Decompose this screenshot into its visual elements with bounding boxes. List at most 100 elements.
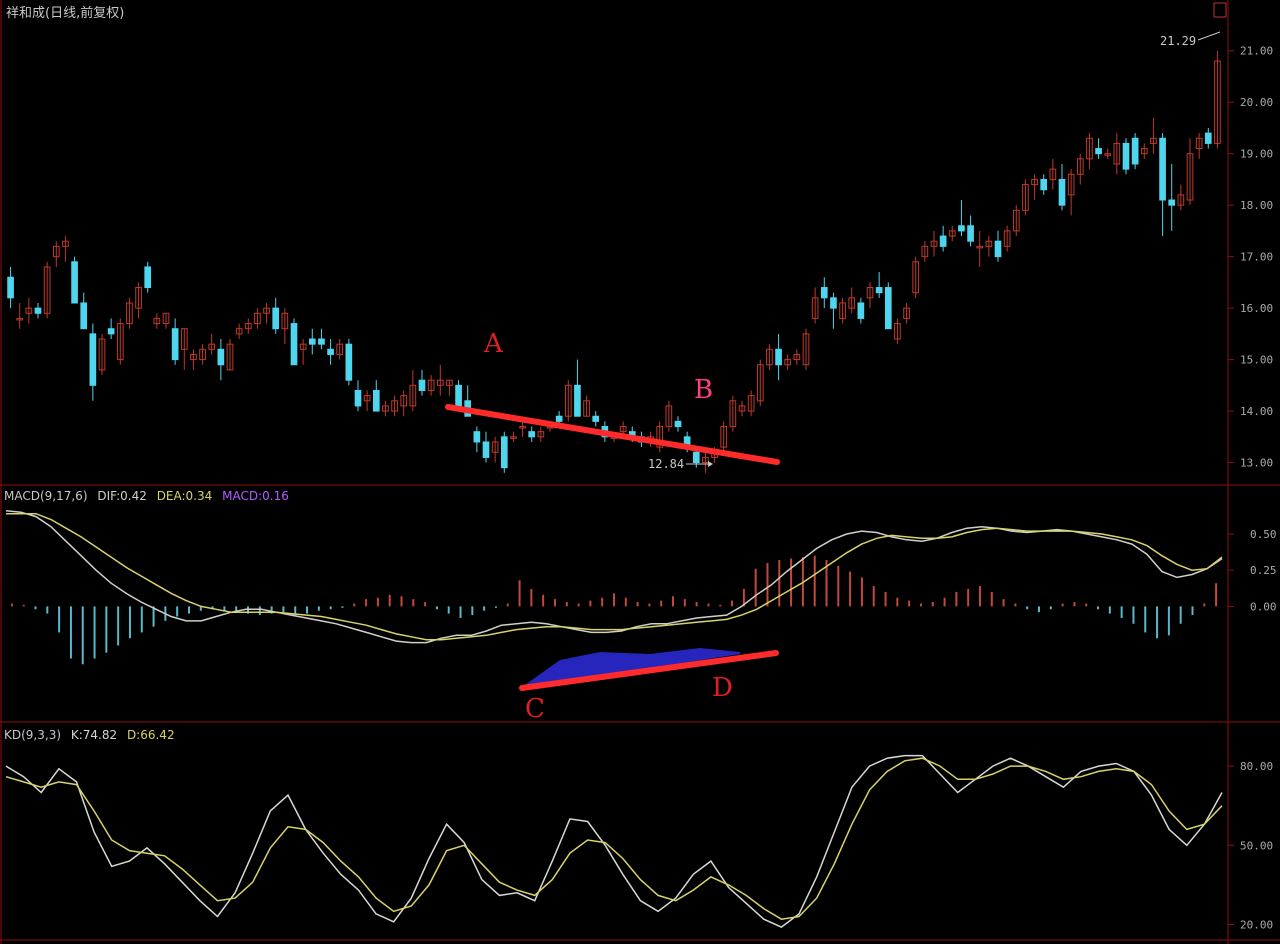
candle-body: [720, 426, 728, 448]
candle-body: [528, 431, 536, 438]
candle-body: [875, 287, 883, 294]
candle-body: [866, 287, 874, 299]
k-line: [5, 754, 1223, 928]
candle-body: [1076, 158, 1084, 175]
candle-body: [1012, 209, 1020, 232]
candle-body: [702, 456, 709, 464]
candle-body: [235, 328, 243, 335]
kd-tick-label: 20.00: [1240, 918, 1273, 931]
candle-body: [446, 379, 453, 386]
macd-axis-ticks: 0.50 0.25 0.00: [1228, 528, 1277, 613]
kd-d-value: D:66.42: [127, 728, 175, 742]
candle-body: [500, 436, 508, 469]
annotation-d: D: [712, 673, 733, 703]
candle-body: [802, 333, 810, 366]
candle-body: [1122, 142, 1130, 170]
candle-body: [281, 312, 289, 330]
macd-tick-label: 0.25: [1250, 564, 1277, 577]
candle-body: [345, 343, 353, 381]
candle-body: [1095, 148, 1102, 155]
candle-body: [848, 297, 856, 309]
candle-body: [382, 405, 389, 412]
candle-body: [1104, 153, 1112, 156]
candle-body: [1186, 153, 1194, 201]
candle-body: [409, 384, 417, 407]
candle-body: [244, 323, 252, 330]
candle-body: [766, 348, 773, 366]
candle-body: [583, 400, 590, 417]
candle-body: [1168, 199, 1176, 206]
candle-body: [162, 312, 170, 325]
kd-tick-label: 80.00: [1240, 760, 1273, 773]
candle-body: [1150, 137, 1157, 144]
candle-body: [363, 395, 371, 402]
price-axis-ticks: 21.00 20.00 19.00 18.00 17.00 16.00 15.00 14.00…: [1228, 45, 1273, 470]
candle-body: [217, 348, 225, 366]
candle-body: [930, 240, 938, 247]
price-tick-label: 21.00: [1240, 45, 1273, 58]
candle-body: [52, 245, 60, 258]
candle-body: [208, 343, 216, 350]
candle-body: [80, 302, 88, 330]
candle-body: [976, 245, 984, 249]
candle-body: [107, 328, 115, 335]
price-tick-label: 20.00: [1240, 96, 1273, 109]
low-price-label: 12.84: [648, 457, 684, 471]
candle-body: [126, 302, 133, 325]
candle-body: [1195, 137, 1203, 150]
candle-body: [400, 395, 408, 407]
candle-body: [272, 307, 280, 330]
candle-body: [16, 317, 24, 321]
macd-lines: [5, 510, 1223, 644]
candle-body: [994, 240, 1002, 258]
annotation-a: A: [483, 329, 504, 359]
price-tick-label: 19.00: [1240, 148, 1273, 161]
annotation-b: B: [694, 375, 713, 405]
candle-body: [619, 426, 627, 433]
candle-body: [903, 307, 910, 319]
candle-body: [455, 384, 462, 407]
candle-body: [190, 353, 197, 361]
candle-body: [692, 451, 700, 464]
candle-body: [985, 240, 993, 247]
candle-body: [354, 389, 362, 407]
candle-body: [912, 261, 920, 294]
candle-body: [89, 333, 97, 386]
candle-body: [1003, 230, 1011, 247]
candle-body: [372, 389, 380, 412]
candle-body: [1067, 173, 1075, 196]
candle-body: [574, 384, 581, 417]
candle-body: [290, 323, 298, 366]
candle-body: [665, 405, 673, 428]
candle-body: [793, 353, 801, 361]
candle-body: [62, 240, 69, 247]
candle-body: [775, 348, 782, 366]
candle-body: [555, 415, 563, 422]
candle-body: [308, 338, 316, 345]
candle-body: [1058, 178, 1066, 206]
candle-body: [1177, 194, 1185, 206]
candle-body: [592, 415, 600, 422]
candlesticks: [7, 50, 1221, 473]
candle-body: [418, 379, 426, 391]
kd-k-value: K:74.82: [71, 728, 117, 742]
candle-body: [884, 287, 892, 330]
candle-body: [199, 348, 206, 361]
candle-body: [98, 338, 106, 371]
candle-body: [857, 302, 865, 319]
kd-name: KD(9,3,3): [4, 728, 61, 742]
candle-body: [135, 287, 142, 309]
candle-body: [116, 323, 124, 361]
corner-box-icon[interactable]: [1213, 2, 1227, 18]
price-tick-label: 16.00: [1240, 302, 1273, 315]
candle-body: [820, 287, 828, 299]
candle-body: [1040, 178, 1048, 191]
chart-title: 祥和成(日线,前复权): [6, 5, 124, 21]
candle-body: [180, 328, 188, 350]
candle-body: [1140, 148, 1148, 155]
candle-body: [1214, 60, 1221, 144]
candle-body: [948, 230, 956, 237]
candle-body: [226, 343, 234, 371]
candle-body: [519, 426, 526, 429]
